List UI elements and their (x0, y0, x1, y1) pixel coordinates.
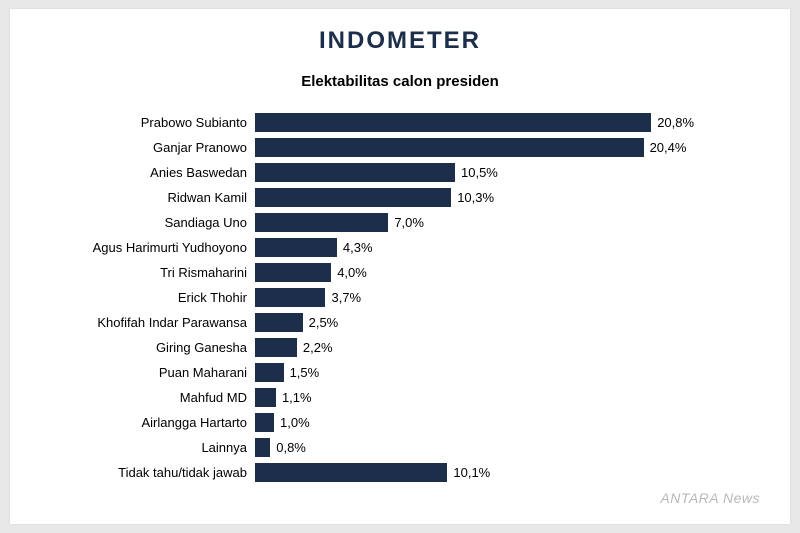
bar-row: Sandiaga Uno 7,0% (40, 210, 760, 234)
bar-label: Erick Thohir (40, 290, 255, 305)
bar-row: Airlangga Hartarto 1,0% (40, 410, 760, 434)
bar-row: Erick Thohir 3,7% (40, 285, 760, 309)
bar-value: 7,0% (388, 215, 424, 230)
bar (255, 463, 447, 482)
bar-value: 1,0% (274, 415, 310, 430)
bar (255, 363, 284, 382)
bar (255, 313, 303, 332)
bar (255, 163, 455, 182)
bar-value: 0,8% (270, 440, 306, 455)
bar-label: Tidak tahu/tidak jawab (40, 465, 255, 480)
bar-label: Lainnya (40, 440, 255, 455)
bar-row: Tidak tahu/tidak jawab 10,1% (40, 460, 760, 484)
bar-label: Anies Baswedan (40, 165, 255, 180)
bar-value: 2,5% (303, 315, 339, 330)
bar-row: Prabowo Subianto 20,8% (40, 110, 760, 134)
bar-container: 1,0% (255, 410, 760, 434)
bar-value: 1,5% (284, 365, 320, 380)
bar-row: Ganjar Pranowo 20,4% (40, 135, 760, 159)
bar-label: Tri Rismaharini (40, 265, 255, 280)
bar-label: Giring Ganesha (40, 340, 255, 355)
bar-value: 20,8% (651, 115, 694, 130)
bar-value: 10,5% (455, 165, 498, 180)
bar-label: Mahfud MD (40, 390, 255, 405)
bar-row: Ridwan Kamil 10,3% (40, 185, 760, 209)
bar (255, 438, 270, 457)
bar (255, 413, 274, 432)
bar-value: 2,2% (297, 340, 333, 355)
bar-row: Khofifah Indar Parawansa 2,5% (40, 310, 760, 334)
bar-container: 7,0% (255, 210, 760, 234)
bar-row: Giring Ganesha 2,2% (40, 335, 760, 359)
bar-row: Agus Harimurti Yudhoyono 4,3% (40, 235, 760, 259)
bar (255, 388, 276, 407)
bar (255, 113, 651, 132)
bar-container: 10,3% (255, 185, 760, 209)
bar (255, 338, 297, 357)
bar-value: 3,7% (325, 290, 361, 305)
bar-value: 20,4% (644, 140, 687, 155)
bar-label: Prabowo Subianto (40, 115, 255, 130)
bar-container: 2,5% (255, 310, 760, 334)
bar-value: 1,1% (276, 390, 312, 405)
chart-title: Elektabilitas calon presiden (40, 73, 760, 90)
bar-container: 4,3% (255, 235, 760, 259)
bar-container: 20,8% (255, 110, 760, 134)
bar-container: 10,5% (255, 160, 760, 184)
bar-row: Tri Rismaharini 4,0% (40, 260, 760, 284)
bar-container: 4,0% (255, 260, 760, 284)
chart-area: Prabowo Subianto 20,8% Ganjar Pranowo 20,4%… (40, 110, 760, 484)
bar (255, 238, 337, 257)
bar (255, 288, 325, 307)
bar (255, 263, 331, 282)
bar (255, 213, 388, 232)
bar-container: 10,1% (255, 460, 760, 484)
bar-label: Agus Harimurti Yudhoyono (40, 240, 255, 255)
bar-value: 4,0% (331, 265, 367, 280)
bar-row: Mahfud MD 1,1% (40, 385, 760, 409)
bar-label: Ganjar Pranowo (40, 140, 255, 155)
bar (255, 188, 451, 207)
bar-container: 1,5% (255, 360, 760, 384)
bar-container: 2,2% (255, 335, 760, 359)
bar-container: 20,4% (255, 135, 760, 159)
logo-text: INDOMETER (40, 27, 760, 55)
bar-label: Ridwan Kamil (40, 190, 255, 205)
bar-container: 1,1% (255, 385, 760, 409)
bar-label: Airlangga Hartarto (40, 415, 255, 430)
bar-value: 4,3% (337, 240, 373, 255)
bar-container: 3,7% (255, 285, 760, 309)
bar-value: 10,3% (451, 190, 494, 205)
bar-label: Khofifah Indar Parawansa (40, 315, 255, 330)
chart-card: INDOMETER Elektabilitas calon presiden P… (10, 9, 790, 524)
bar (255, 138, 644, 157)
bar-container: 0,8% (255, 435, 760, 459)
bar-label: Puan Maharani (40, 365, 255, 380)
watermark: ANTARA News (660, 490, 760, 506)
bar-row: Anies Baswedan 10,5% (40, 160, 760, 184)
bar-row: Lainnya 0,8% (40, 435, 760, 459)
bar-row: Puan Maharani 1,5% (40, 360, 760, 384)
bar-label: Sandiaga Uno (40, 215, 255, 230)
bar-value: 10,1% (447, 465, 490, 480)
